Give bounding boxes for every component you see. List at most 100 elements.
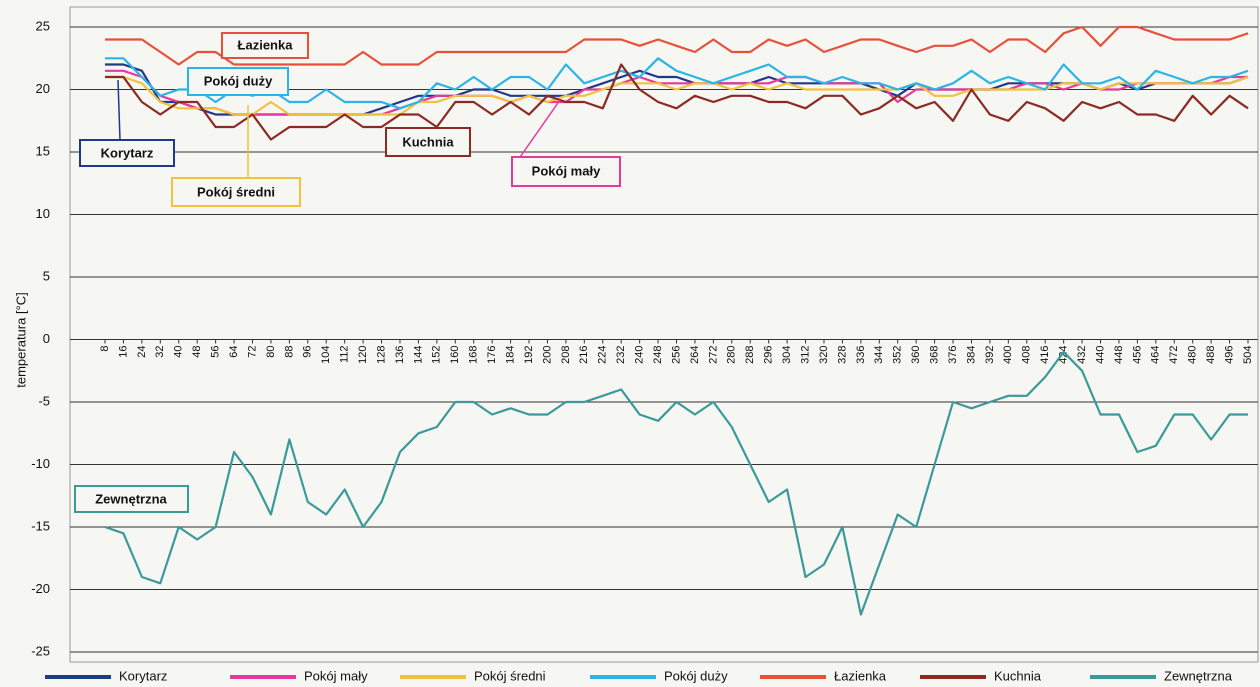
legend-label: Korytarz	[119, 668, 167, 683]
x-tick-label: 448	[1113, 346, 1125, 364]
x-tick-label: 240	[634, 346, 646, 364]
x-tick-label: 248	[652, 346, 664, 364]
x-tick-label: 24	[136, 346, 148, 358]
annotation-box	[511, 156, 621, 187]
x-tick-label: 440	[1094, 346, 1106, 364]
x-tick-label: 96	[302, 346, 314, 358]
x-tick-label: 344	[873, 346, 885, 364]
x-tick-label: 192	[523, 346, 535, 364]
y-tick-label: 20	[36, 81, 50, 96]
y-tick-label: -20	[31, 581, 50, 596]
x-tick-label: 16	[117, 346, 129, 358]
x-tick-label: 320	[818, 346, 830, 364]
x-tick-label: 360	[910, 346, 922, 364]
x-tick-label: 480	[1187, 346, 1199, 364]
x-tick-label: 488	[1205, 346, 1217, 364]
annotation-box	[79, 139, 175, 167]
x-tick-label: 144	[412, 346, 424, 364]
x-tick-label: 272	[707, 346, 719, 364]
x-tick-label: 32	[154, 346, 166, 358]
legend-label: Pokój średni	[474, 668, 546, 683]
x-tick-label: 176	[486, 346, 498, 364]
x-tick-label: 80	[265, 346, 277, 358]
x-tick-label: 384	[965, 346, 977, 364]
x-tick-label: 232	[615, 346, 627, 364]
y-tick-label: 10	[36, 206, 50, 221]
x-tick-label: 328	[836, 346, 848, 364]
y-tick-label: -10	[31, 456, 50, 471]
x-tick-label: 128	[375, 346, 387, 364]
annotation-box	[74, 485, 189, 513]
annotation-box	[385, 127, 471, 157]
x-tick-label: 88	[283, 346, 295, 358]
x-tick-label: 256	[670, 346, 682, 364]
x-tick-label: 336	[855, 346, 867, 364]
annotation: Pokój duży	[204, 73, 273, 88]
series-line	[105, 57, 1249, 110]
x-tick-label: 496	[1223, 346, 1235, 364]
annotation: Kuchnia	[402, 134, 454, 149]
x-tick-label: 280	[726, 346, 738, 364]
lines	[104, 25, 1249, 616]
annotation-box	[171, 177, 301, 207]
x-tick-label: 352	[892, 346, 904, 364]
x-tick-label: 224	[597, 346, 609, 364]
y-tick-label: -5	[38, 393, 50, 408]
y-tick-label: 5	[43, 268, 50, 283]
x-tick-label: 472	[1168, 346, 1180, 364]
x-tick-label: 424	[1058, 346, 1070, 364]
annotations: Łazienka Pokój duży Korytarz Pokój średn…	[74, 32, 621, 513]
annotation-box	[221, 32, 309, 59]
x-tick-label: 376	[947, 346, 959, 364]
legend-label: Pokój duży	[664, 668, 728, 683]
x-tick-label: 136	[394, 346, 406, 364]
x-tick-label: 288	[744, 346, 756, 364]
x-tick-label: 408	[1021, 346, 1033, 364]
x-tick-label: 112	[339, 346, 351, 364]
x-tick-label: 504	[1242, 346, 1254, 364]
connector	[517, 99, 561, 161]
y-tick-label: 25	[36, 18, 50, 33]
plot-frame	[69, 6, 1259, 663]
x-tick-label: 264	[689, 346, 701, 364]
y-tick-label: -15	[31, 518, 50, 533]
legend-label: Pokój mały	[304, 668, 368, 683]
x-tick-label: 216	[578, 346, 590, 364]
y-tick-label: -25	[31, 643, 50, 658]
legend: Korytarz Pokój mały Pokój średni Pokój duży…	[45, 668, 1233, 683]
x-tick-label: 416	[1039, 346, 1051, 364]
x-tick-label: 464	[1150, 346, 1162, 364]
x-tick-label: 200	[541, 346, 553, 364]
y-tick-label: 0	[43, 331, 50, 346]
x-tick-label: 120	[357, 346, 369, 364]
legend-label: Kuchnia	[994, 668, 1042, 683]
series-line	[105, 63, 1249, 141]
annotation: Korytarz	[101, 145, 154, 160]
legend-label: Łazienka	[834, 668, 887, 683]
y-axis-label: temperatura [°C]	[13, 292, 28, 388]
annotation: Zewnętrzna	[95, 491, 167, 506]
x-tick-label: 64	[228, 346, 240, 358]
x-tick-label: 368	[929, 346, 941, 364]
annotation-box	[187, 67, 289, 96]
x-tick-label: 456	[1131, 346, 1143, 364]
x-tick-label: 56	[210, 346, 222, 358]
x-tick-label: 152	[431, 346, 443, 364]
legend-label: Zewnętrzna	[1164, 668, 1233, 683]
connector	[117, 79, 121, 141]
x-tick-label: 208	[560, 346, 572, 364]
x-tick-label: 40	[173, 346, 185, 358]
x-tick-label: 8	[99, 346, 111, 352]
x-tick-label: 296	[763, 346, 775, 364]
x-tick-label: 304	[781, 346, 793, 364]
annotation: Pokój średni	[197, 184, 275, 199]
x-tick-label: 432	[1076, 346, 1088, 364]
x-tick-label: 48	[191, 346, 203, 358]
x-tick-label: 400	[1002, 345, 1014, 363]
annotation: Pokój mały	[532, 163, 601, 178]
series-line	[105, 25, 1249, 66]
x-tick-label: 72	[246, 346, 258, 358]
x-tick-label: 392	[984, 346, 996, 364]
x-tick-label: 168	[468, 346, 480, 364]
